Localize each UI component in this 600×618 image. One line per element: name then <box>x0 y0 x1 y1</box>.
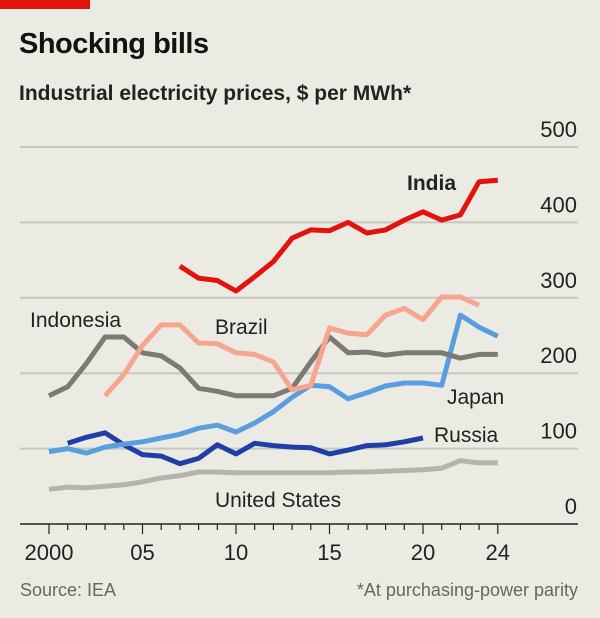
series-line-united-states <box>48 458 498 492</box>
series-line-brazil <box>103 294 481 398</box>
y-tick-label: 200 <box>540 343 577 368</box>
y-tick-label: 100 <box>540 419 577 444</box>
y-tick-label: 0 <box>565 494 577 519</box>
series-line-indonesia <box>47 334 498 399</box>
x-tick-label: 05 <box>130 540 154 565</box>
series-label-india: India <box>407 172 456 195</box>
series-label-russia: Russia <box>434 424 499 447</box>
source-note: Source: IEA <box>20 580 117 600</box>
x-tick-label: 24 <box>486 540 510 565</box>
series-line-india <box>178 177 498 294</box>
chart-subtitle: Industrial electricity prices, $ per MWh… <box>19 82 412 105</box>
series-line-russia <box>66 430 424 467</box>
series-line-japan <box>48 312 499 456</box>
chart-title: Shocking bills <box>19 28 209 60</box>
series-label-united-states: United States <box>215 489 341 512</box>
x-tick-label: 2000 <box>25 540 74 565</box>
x-tick-label: 15 <box>317 540 341 565</box>
y-tick-label: 300 <box>540 268 577 293</box>
x-tick-label: 20 <box>411 540 435 565</box>
series-label-brazil: Brazil <box>215 316 268 339</box>
y-tick-label: 400 <box>540 192 577 217</box>
series-label-japan: Japan <box>447 386 504 409</box>
x-tick-label: 10 <box>224 540 248 565</box>
brand-bar <box>0 0 90 9</box>
series-label-indonesia: Indonesia <box>30 309 121 332</box>
y-tick-label: 500 <box>540 117 577 142</box>
footnote: *At purchasing-power parity <box>356 580 578 600</box>
